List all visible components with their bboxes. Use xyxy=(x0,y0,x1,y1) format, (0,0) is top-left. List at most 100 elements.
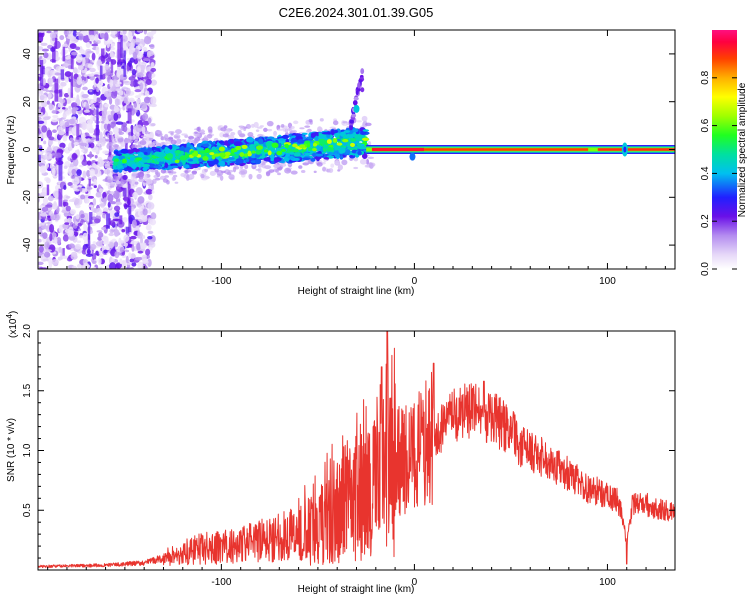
halo-blob xyxy=(293,120,299,125)
noise-blob xyxy=(38,238,42,243)
colorbar-tick-label: 0.4 xyxy=(700,166,711,180)
halo-blob xyxy=(137,171,145,178)
noise-blob xyxy=(52,174,59,178)
noise-blob xyxy=(120,260,127,268)
noise-blob xyxy=(119,74,125,81)
halo-blob xyxy=(223,125,228,129)
hotspot-blob xyxy=(239,152,245,158)
spectrogram-axes: -100 0 100 -40 -20 0 20 40 xyxy=(22,30,675,287)
noise-blob xyxy=(125,42,131,47)
noise-blob xyxy=(130,240,138,245)
halo-blob xyxy=(279,163,287,167)
halo-blob xyxy=(261,164,267,169)
snr-xtick-label: 0 xyxy=(412,577,418,588)
noise-blob xyxy=(107,123,111,132)
noise-blob xyxy=(53,214,60,221)
halo-blob xyxy=(171,176,176,182)
noise-blob xyxy=(134,95,142,99)
noise-blob xyxy=(47,195,54,202)
noise-blob xyxy=(51,258,59,266)
hotspot-blob xyxy=(342,139,349,143)
band-blob xyxy=(277,138,287,142)
band-blob xyxy=(310,157,316,162)
noise-blob xyxy=(147,202,155,210)
noise-blob xyxy=(99,131,103,140)
noise-blob xyxy=(114,251,120,259)
noise-blob xyxy=(134,107,143,110)
noise-blob xyxy=(88,30,95,37)
band-blob xyxy=(323,156,330,160)
halo-blob xyxy=(206,133,213,139)
band-blob xyxy=(142,166,148,172)
noise-blob xyxy=(136,66,141,73)
band-blob xyxy=(343,130,350,133)
noise-blob xyxy=(119,246,125,253)
halo-blob xyxy=(180,172,186,177)
noise-blob xyxy=(119,78,124,87)
band-blob xyxy=(164,162,169,169)
noise-blob xyxy=(78,228,82,231)
tone-core xyxy=(597,148,675,151)
figure-title: C2E6.2024.301.01.39.G05 xyxy=(279,5,434,20)
band-blob xyxy=(218,160,226,167)
hotspot-blob xyxy=(350,138,357,143)
noise-blob xyxy=(101,213,107,219)
noise-blob xyxy=(142,120,150,126)
noise-blob xyxy=(99,266,103,269)
noise-blob xyxy=(80,142,88,147)
halo-blob xyxy=(160,135,164,141)
snr-panel: -100 0 100 0.5 1.0 1.5 2.0 Height of straight … xyxy=(5,311,676,595)
noise-blob xyxy=(146,66,150,72)
noise-blob xyxy=(81,122,88,130)
noise-blob xyxy=(96,87,100,93)
noise-blob xyxy=(38,34,44,43)
noise-blob xyxy=(95,240,103,247)
noise-blob xyxy=(62,234,69,242)
noise-blob xyxy=(132,191,138,199)
noise-blob xyxy=(51,167,56,176)
hotspot-blob xyxy=(218,152,226,157)
noise-blob xyxy=(107,114,112,121)
spectrogram-ytick-label: -20 xyxy=(22,190,33,205)
band-blob xyxy=(273,158,280,163)
noise-blob xyxy=(136,242,141,251)
noise-blob xyxy=(82,86,88,91)
noise-blob xyxy=(41,206,49,212)
noise-blob xyxy=(103,90,111,98)
noise-blob xyxy=(96,211,104,216)
halo-blob xyxy=(239,125,244,130)
noise-blob xyxy=(114,229,120,237)
spectrogram-image xyxy=(38,30,675,269)
band-blob xyxy=(235,158,244,164)
halo-blob xyxy=(143,137,150,142)
noise-streak xyxy=(95,124,100,141)
tone-dip xyxy=(409,152,416,161)
noise-blob xyxy=(72,176,80,186)
noise-blob xyxy=(68,118,76,125)
noise-blob xyxy=(99,103,103,112)
hotspot-blob xyxy=(251,150,256,154)
halo-blob xyxy=(126,178,132,182)
noise-blob xyxy=(134,86,142,90)
noise-blob xyxy=(104,103,110,108)
noise-blob xyxy=(58,246,62,253)
noise-blob xyxy=(131,69,137,76)
noise-blob xyxy=(86,160,92,166)
halo-blob xyxy=(191,170,197,175)
band-blob xyxy=(159,157,165,162)
noise-blob xyxy=(140,64,146,71)
noise-blob xyxy=(147,117,152,124)
noise-blob xyxy=(81,149,85,153)
band-blob xyxy=(141,163,150,168)
noise-blob xyxy=(70,209,76,215)
flare-blob xyxy=(353,96,359,101)
noise-blob xyxy=(89,151,93,159)
noise-blob xyxy=(89,67,96,73)
noise-blob xyxy=(147,209,152,214)
band-blob xyxy=(349,147,358,151)
noise-streak xyxy=(87,222,91,250)
noise-blob xyxy=(54,152,62,159)
flare xyxy=(348,68,365,131)
noise-blob xyxy=(137,72,144,78)
noise-blob xyxy=(150,67,157,72)
